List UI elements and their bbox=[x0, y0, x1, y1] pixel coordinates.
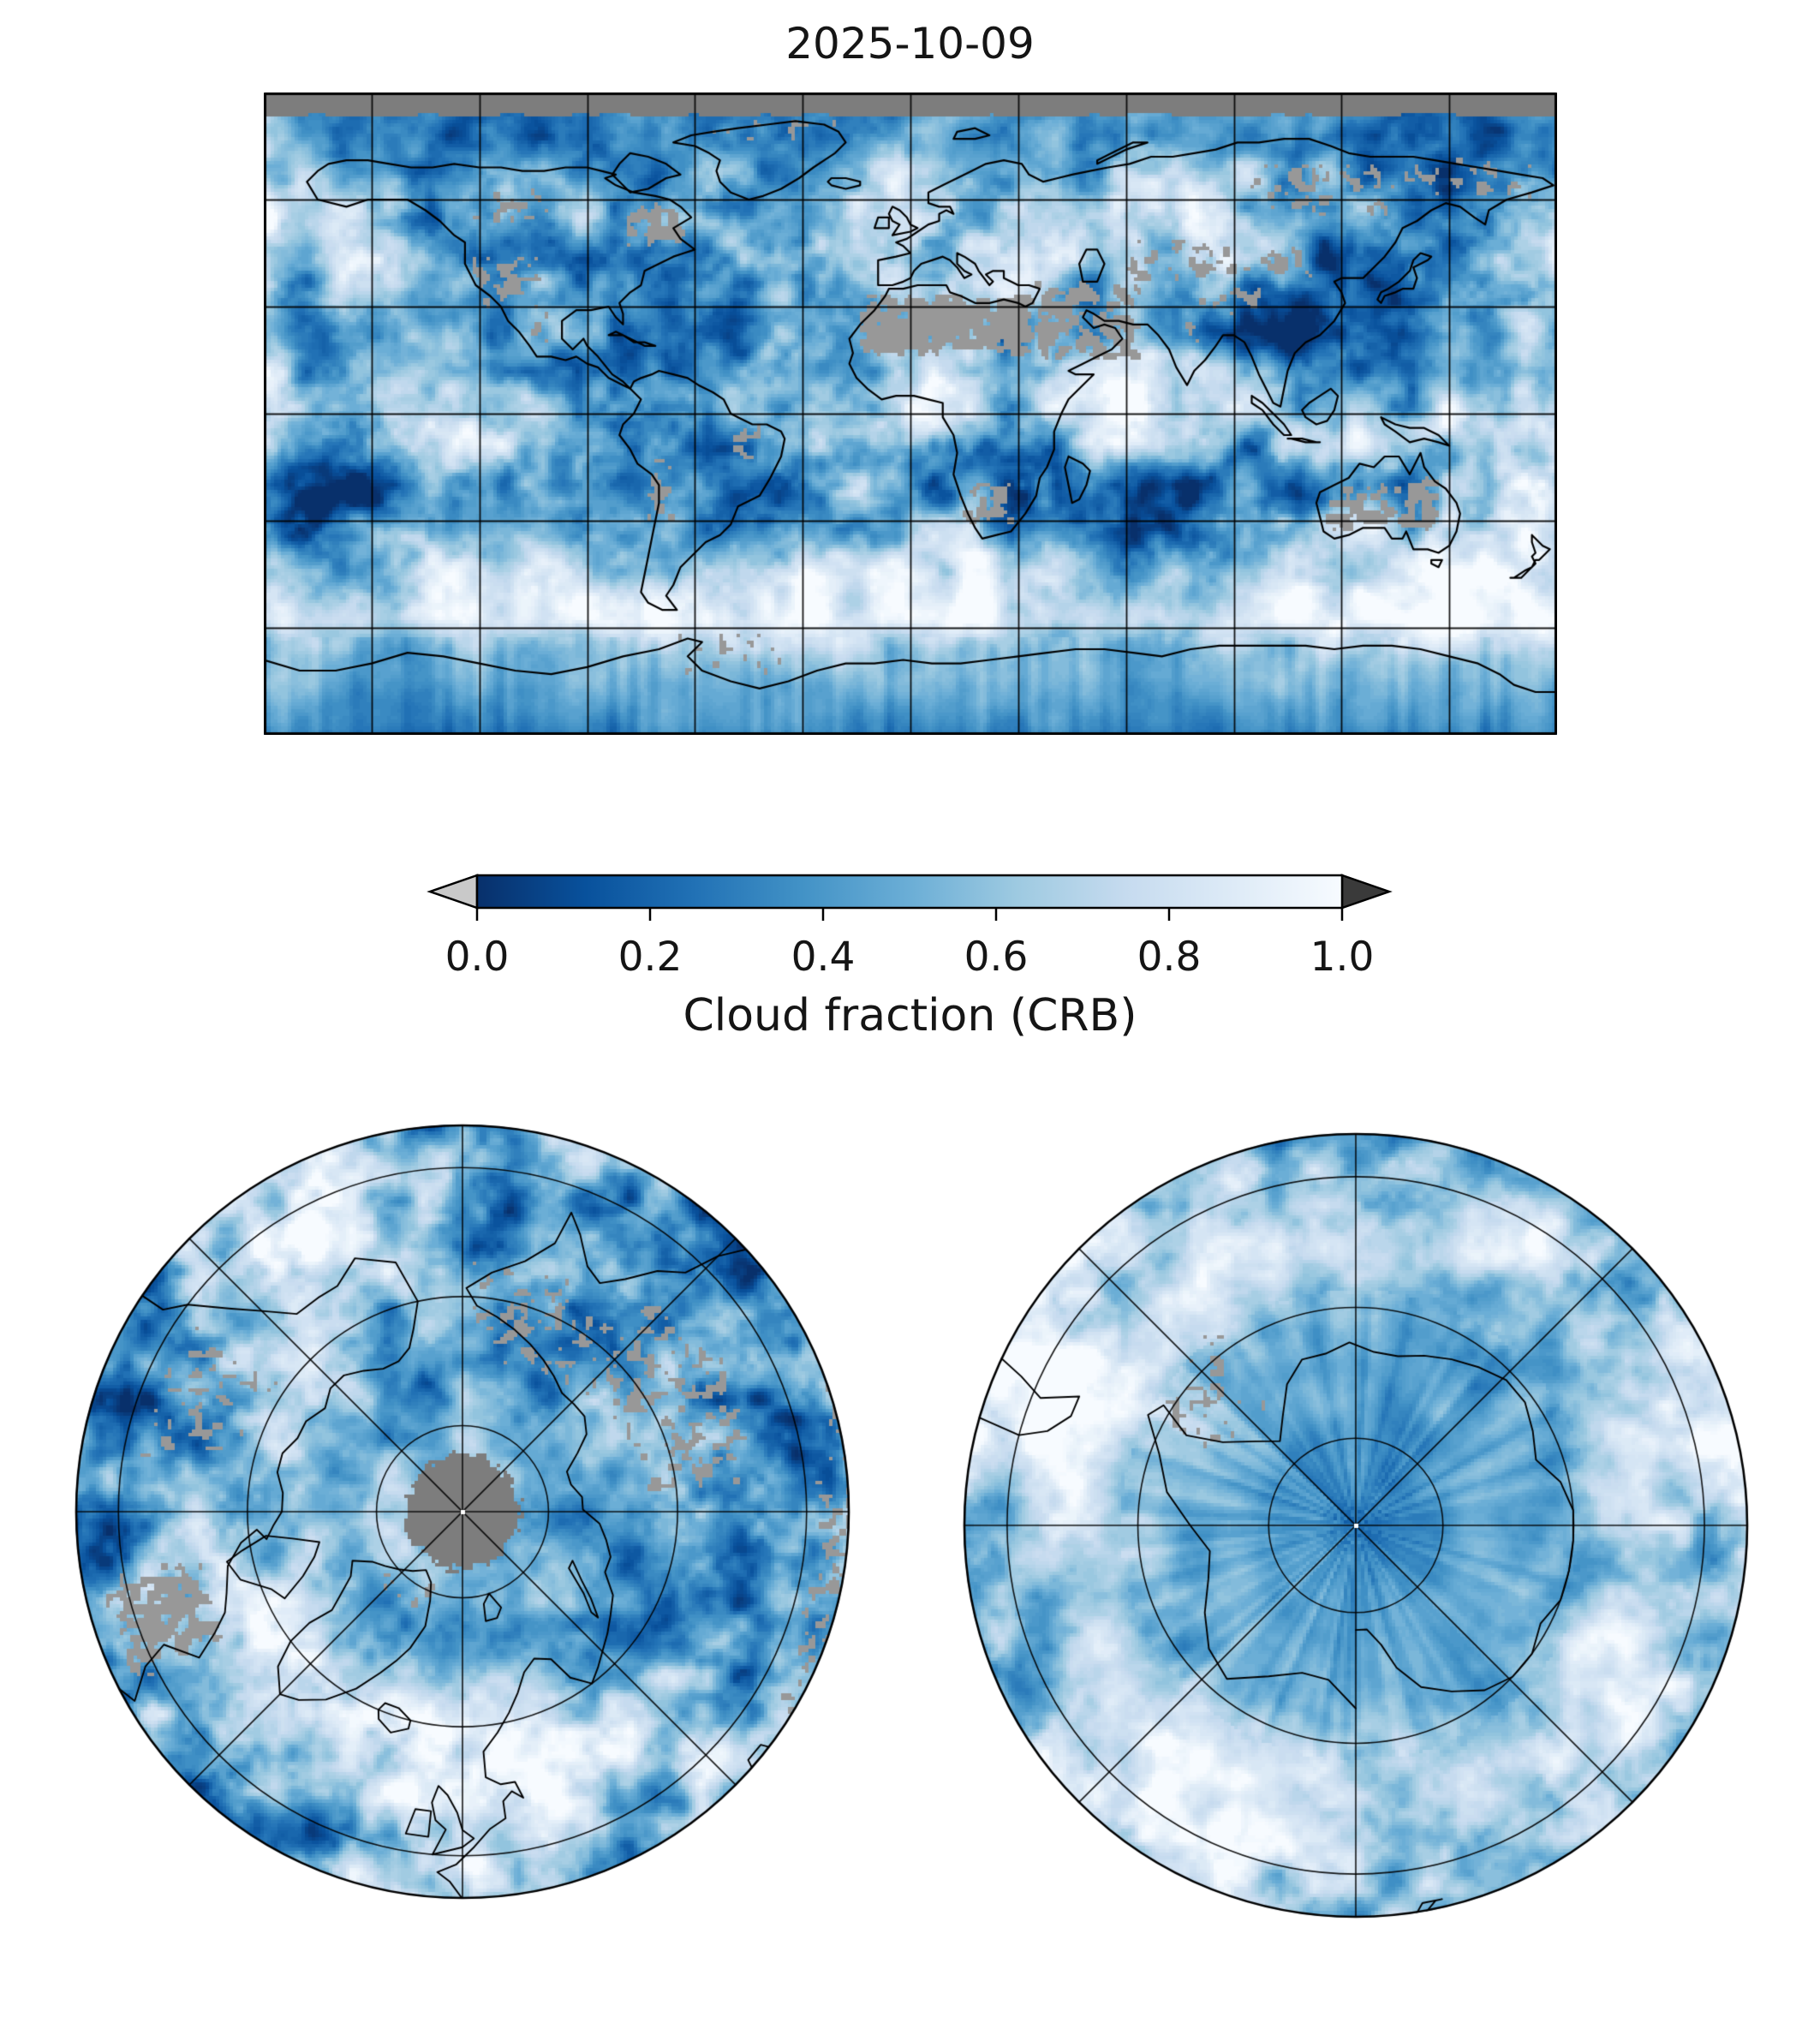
colorbar-over-arrow bbox=[1340, 874, 1393, 910]
colorbar-tick-label: 0.0 bbox=[445, 934, 510, 981]
north-polar-cloud-map bbox=[72, 1121, 853, 1902]
figure-title: 2025-10-09 bbox=[785, 19, 1035, 69]
colorbar-under-arrow bbox=[427, 874, 479, 910]
colorbar-tick-label: 0.2 bbox=[618, 934, 683, 981]
colorbar-label: Cloud fraction (CRB) bbox=[683, 990, 1137, 1041]
colorbar-tick-label: 0.6 bbox=[964, 934, 1029, 981]
colorbar-gradient-bar bbox=[475, 874, 1344, 910]
colorbar-ticks: 0.0 0.2 0.4 0.6 0.8 1.0 bbox=[445, 908, 1375, 981]
colorbar-tick-label: 0.4 bbox=[791, 934, 856, 981]
colorbar-tick-label: 0.8 bbox=[1137, 934, 1202, 981]
south-polar-cloud-map bbox=[960, 1130, 1751, 1921]
global-cloud-fraction-map bbox=[264, 92, 1557, 735]
colorbar-tick-label: 1.0 bbox=[1310, 934, 1375, 981]
